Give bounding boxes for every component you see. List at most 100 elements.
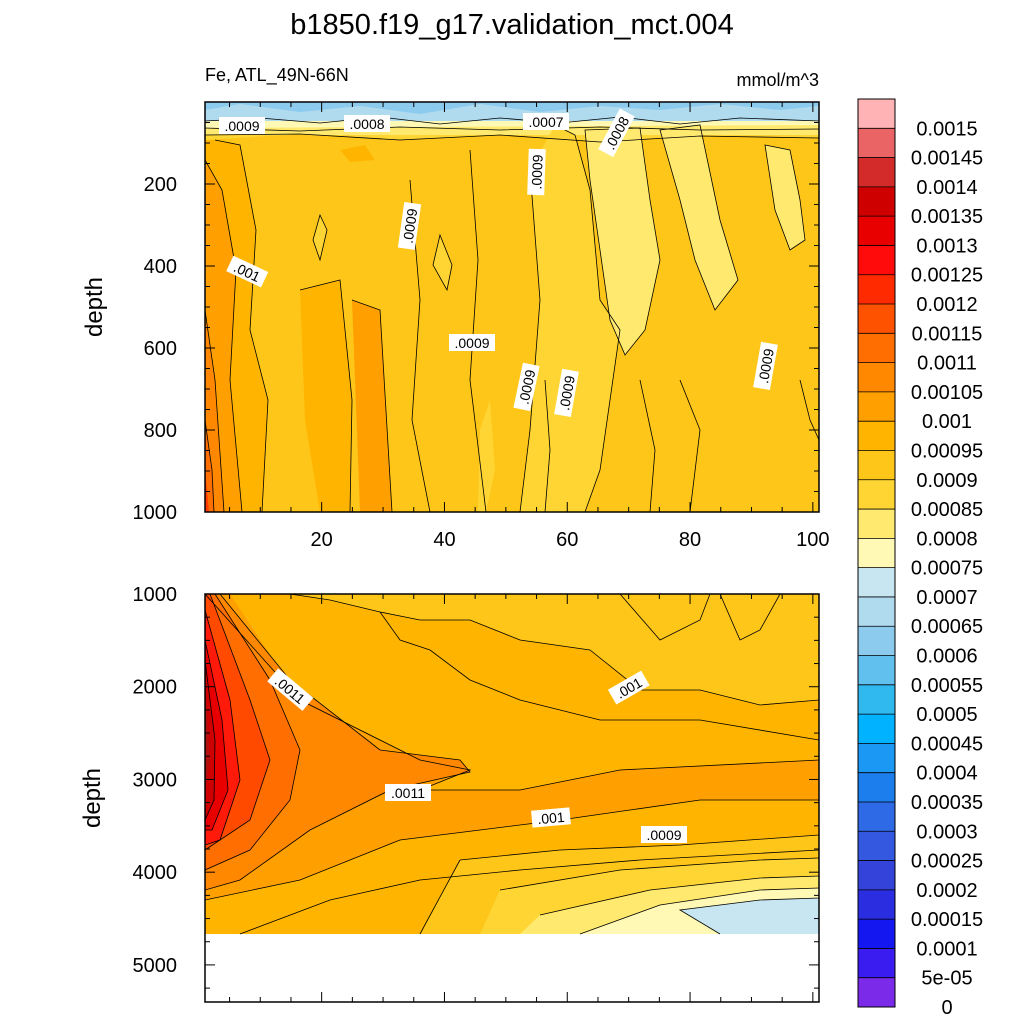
colorbar-label: 0.0012 <box>916 294 977 316</box>
colorbar-swatch <box>858 567 895 598</box>
colorbar-swatch <box>858 333 895 363</box>
upper-contour-fill <box>205 102 819 512</box>
colorbar-label: 0.00085 <box>911 499 983 521</box>
lower-axis-ticks: 1000 2000 3000 4000 5000 <box>133 584 819 1002</box>
colorbar-swatch <box>858 421 895 451</box>
contour-label: .0009 <box>527 148 546 196</box>
colorbar-label: 0.00135 <box>911 206 983 228</box>
contour-label: .0009 <box>641 826 687 843</box>
colorbar-swatch <box>858 655 895 686</box>
colorbar-label: 0.0002 <box>916 880 977 902</box>
lower-contour-lines <box>205 594 819 935</box>
colorbar-label: 0.0005 <box>916 704 977 726</box>
contour-label: .0009 <box>753 341 778 391</box>
contour-label-text: .0009 <box>224 118 259 134</box>
lower-y-axis-label: depth <box>79 768 106 828</box>
y-tick-label: 600 <box>144 338 177 360</box>
x-tick-label: 80 <box>679 529 701 551</box>
contour-label-text: .0009 <box>556 374 578 411</box>
contour-label-text: .0008 <box>349 116 384 132</box>
contour-label-text: .0009 <box>755 347 777 384</box>
y-tick-label: 400 <box>144 256 177 278</box>
contour-label: .0011 <box>385 784 431 801</box>
colorbar-label: 0.0013 <box>916 235 977 257</box>
colorbar-swatch <box>858 919 895 949</box>
contour-label: .0008 <box>344 115 390 132</box>
colorbar-swatch <box>858 450 895 481</box>
upper-y-axis-label: depth <box>81 277 108 337</box>
colorbar-swatch <box>858 860 895 891</box>
colorbar-label: 0.00015 <box>911 909 983 931</box>
lower-plot-frame <box>204 593 820 1003</box>
x-tick-label: 60 <box>556 529 578 551</box>
colorbar-label: 0.00115 <box>912 323 983 345</box>
colorbar-swatch <box>858 128 895 158</box>
colorbar-label: 0.0015 <box>916 118 977 140</box>
colorbar-swatch <box>858 304 895 334</box>
y-tick-label: 5000 <box>133 955 178 977</box>
contour-label-text: .0009 <box>400 207 421 244</box>
colorbar-label: 0.001 <box>922 411 972 433</box>
contour-label: .0009 <box>219 117 265 134</box>
colorbar-swatch <box>858 391 895 422</box>
colorbar-swatch <box>858 186 895 217</box>
x-tick-label: 100 <box>796 529 829 551</box>
colorbar-label: 0.0001 <box>916 938 977 960</box>
lower-contour-fill <box>205 594 819 1002</box>
colorbar-swatch <box>858 948 895 979</box>
colorbar-swatch <box>858 538 895 568</box>
colorbar-swatch <box>858 889 895 920</box>
colorbar-label: 0.0003 <box>916 821 977 843</box>
chart-title: b1850.f19_g17.validation_mct.004 <box>290 9 733 41</box>
colorbar-label: 0.00075 <box>911 558 983 580</box>
y-tick-label: 3000 <box>133 769 178 791</box>
colorbar-label: 0.00055 <box>911 675 983 697</box>
colorbar-swatch <box>858 626 895 656</box>
contour-label-text: .0009 <box>528 154 545 190</box>
y-tick-label: 4000 <box>133 862 178 884</box>
colorbar-swatch <box>858 157 895 188</box>
y-tick-label: 1000 <box>133 584 178 606</box>
y-tick-label: 2000 <box>133 677 178 699</box>
colorbar-swatch <box>858 509 895 539</box>
contour-label: .0009 <box>449 334 495 351</box>
colorbar-swatch <box>858 245 895 276</box>
colorbar-swatch <box>858 99 895 129</box>
contour-label: .0007 <box>523 113 569 130</box>
contour-label-text: .0011 <box>391 785 425 801</box>
colorbar-swatch <box>858 801 895 832</box>
colorbar-swatch <box>858 479 895 510</box>
contour-label: .0009 <box>554 368 579 418</box>
upper-contour-lines <box>205 116 819 512</box>
y-tick-label: 1000 <box>133 502 178 524</box>
colorbar-label: 0.00105 <box>911 382 983 404</box>
variable-label: Fe, ATL_49N-66N <box>205 65 349 86</box>
colorbar-label: 0.0009 <box>916 470 977 492</box>
contour-label-text: .0009 <box>454 335 489 351</box>
colorbar-swatch <box>858 684 895 715</box>
colorbar-swatch <box>858 216 895 246</box>
contour-label-text: .001 <box>537 809 566 827</box>
colorbar-swatch <box>858 362 895 393</box>
contour-label: .001 <box>531 807 571 828</box>
contour-label: .0009 <box>397 201 422 250</box>
colorbar-label: 5e-05 <box>921 968 972 990</box>
colorbar-label: 0.0007 <box>916 587 977 609</box>
colorbar-swatch <box>858 714 895 744</box>
upper-panel: 20 40 60 80 100 200 400 600 800 1000 depth .0009.… <box>81 101 830 551</box>
colorbar-swatch <box>858 743 895 773</box>
colorbar-label: 0.00065 <box>911 616 983 638</box>
colorbar-label: 0.00125 <box>911 265 983 287</box>
contour-label-text: .0009 <box>646 827 681 843</box>
contour-label-text: .0007 <box>528 114 563 130</box>
x-tick-label: 20 <box>311 529 333 551</box>
y-tick-label: 800 <box>144 420 177 442</box>
colorbar-label: 0.00095 <box>911 440 983 462</box>
units-label: mmol/m^3 <box>737 70 819 90</box>
colorbar-label: 0.00145 <box>911 148 983 170</box>
colorbar-label: 0.00045 <box>911 733 983 755</box>
colorbar-swatch <box>858 772 895 803</box>
colorbar-swatch <box>858 831 895 861</box>
contour-label: .0009 <box>513 362 540 412</box>
